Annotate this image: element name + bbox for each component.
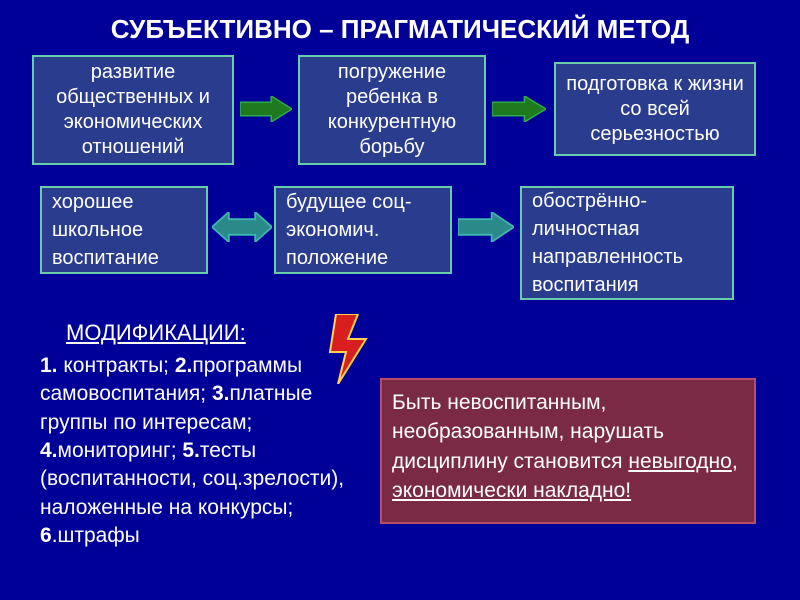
row2-box-3: обострённо-личностная направленность вос… [520, 186, 734, 300]
arrow-row1-2 [492, 96, 546, 122]
arrow-row1-1 [240, 96, 292, 122]
row2-box-3-text: обострённо-личностная направленность вос… [532, 187, 722, 299]
row2-box-1-text: хорошее школьное воспитание [52, 188, 196, 272]
row1-box-3: подготовка к жизни со всей серьезностью [554, 62, 756, 156]
modifications-body: 1. контракты; 2.программы самовоспитания… [40, 352, 370, 550]
row2-box-1: хорошее школьное воспитание [40, 186, 208, 274]
row2-box-2: будущее соц-экономич. положение [274, 186, 452, 274]
row2-box-2-text: будущее соц-экономич. положение [286, 188, 440, 272]
row1-box-2: погружение ребенка в конкурентную борьбу [298, 55, 486, 165]
row1-box-3-text: подготовка к жизни со всей серьезностью [562, 72, 748, 147]
arrow-row2-right [458, 212, 514, 242]
double-arrow-row2 [212, 212, 272, 242]
row1-box-1: развитие общественных и экономических от… [32, 55, 234, 165]
slide-title: СУБЪЕКТИВНО – ПРАГМАТИЧЕСКИЙ МЕТОД [0, 14, 800, 45]
row1-box-1-text: развитие общественных и экономических от… [40, 60, 226, 160]
lightning-icon [328, 314, 378, 384]
modifications-label: МОДИФИКАЦИИ: [66, 320, 246, 346]
row1-box-2-text: погружение ребенка в конкурентную борьбу [306, 60, 478, 160]
warning-box: Быть невоспитанным, необразованным, нару… [380, 378, 756, 524]
